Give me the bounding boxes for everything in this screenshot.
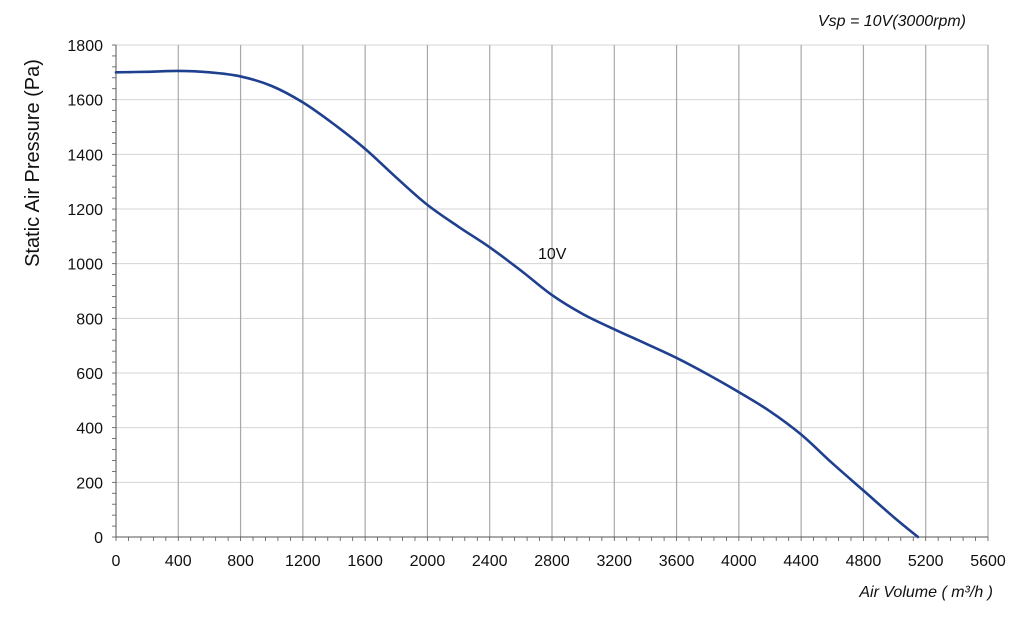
y-axis-title: Static Air Pressure (Pa)	[22, 59, 44, 267]
series	[114, 69, 920, 539]
grid	[116, 44, 989, 537]
x-tick-label: 400	[165, 553, 192, 570]
x-axis-title: Air Volume ( m³/h )	[858, 584, 993, 601]
y-tick-label: 1800	[67, 38, 103, 55]
x-tick-label: 3200	[596, 553, 632, 570]
y-tick-label: 0	[94, 530, 103, 547]
x-tick-labels: 0 400 800 1200 1600 2000 2400 2800 3200 3600 4000 4…	[112, 553, 1006, 570]
x-tick-label: 5200	[908, 553, 944, 570]
y-tick-label: 200	[76, 475, 103, 492]
x-tick-label: 2400	[472, 553, 508, 570]
axes	[115, 45, 988, 538]
x-tick-label: 2000	[410, 553, 446, 570]
series-label-10v: 10V	[538, 246, 567, 263]
x-tick-label: 4400	[783, 553, 819, 570]
y-tick-label: 1600	[67, 93, 103, 110]
y-tick-label: 400	[76, 421, 103, 438]
x-tick-label: 1600	[347, 553, 383, 570]
y-tick-label: 600	[76, 366, 103, 383]
y-tick-labels: 0 200 400 600 800 1000 1200 1400 1600 1800	[67, 38, 103, 547]
x-tick-label: 1200	[285, 553, 321, 570]
y-tick-label: 1000	[67, 257, 103, 274]
series-line-10v	[114, 69, 920, 539]
x-tick-label: 0	[112, 553, 121, 570]
x-tick-label: 3600	[659, 553, 695, 570]
y-tick-label: 1400	[67, 147, 103, 164]
speed-annotation: Vsp = 10V(3000rpm)	[818, 13, 966, 30]
x-tick-label: 2800	[534, 553, 570, 570]
x-tick-label: 4800	[846, 553, 882, 570]
x-tick-label: 4000	[721, 553, 757, 570]
minor-ticks	[112, 44, 989, 541]
x-tick-label: 5600	[970, 553, 1006, 570]
x-tick-label: 800	[227, 553, 254, 570]
y-tick-label: 800	[76, 311, 103, 328]
y-tick-label: 1200	[67, 202, 103, 219]
